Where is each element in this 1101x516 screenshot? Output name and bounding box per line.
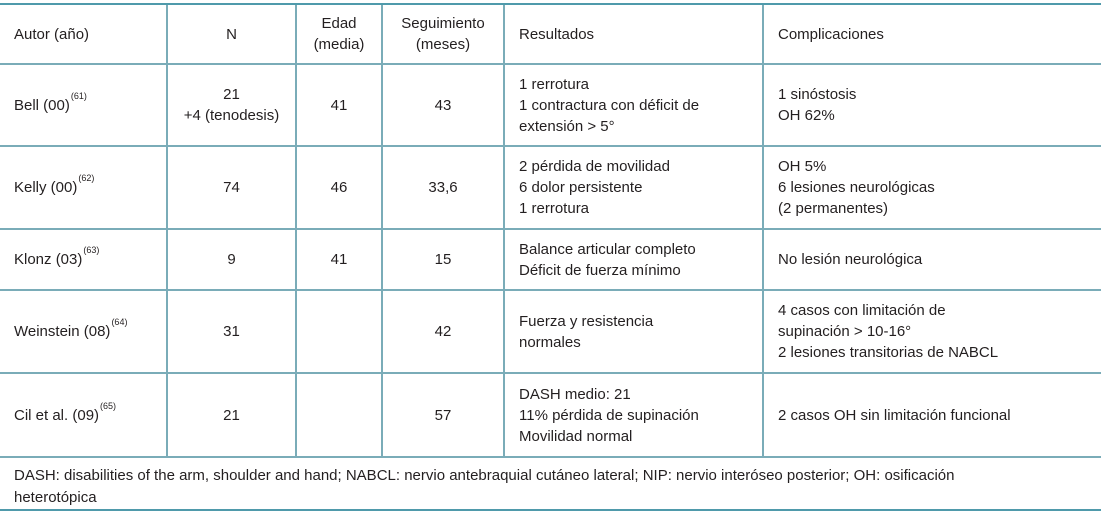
header-n: N bbox=[166, 5, 295, 65]
author-name: Kelly (00) bbox=[14, 179, 78, 196]
age-value: 41 bbox=[330, 96, 348, 114]
citation-ref: (62) bbox=[78, 173, 95, 183]
complications-value: 2 casos OH sin limitación funcional bbox=[778, 406, 1011, 424]
table-row-cil-n: 21 bbox=[166, 374, 295, 458]
header-author-label: Autor (año) bbox=[14, 25, 90, 43]
studies-table: Autor (año) N Edad (media) Seguimiento (… bbox=[0, 3, 1101, 511]
studies-table-grid: Autor (año) N Edad (media) Seguimiento (… bbox=[0, 5, 1101, 458]
table-row-cil-results: DASH medio: 21 11% pérdida de supinación… bbox=[503, 374, 762, 458]
n-value: 21 bbox=[223, 406, 240, 424]
header-followup: Seguimiento (meses) bbox=[381, 5, 503, 65]
author-name: Bell (00) bbox=[14, 96, 70, 114]
n-value: 21 +4 (tenodesis) bbox=[183, 86, 280, 124]
table-row-cil-complications: 2 casos OH sin limitación funcional bbox=[762, 374, 1101, 458]
table-row-klonz-n: 9 bbox=[166, 230, 295, 291]
complications-value: No lesión neurológica bbox=[778, 251, 923, 268]
table-row-bell-complications: 1 sinóstosis OH 62% bbox=[762, 65, 1101, 147]
table-row-weinstein-complications: 4 casos con limitación de supinación > 1… bbox=[762, 291, 1101, 374]
author-name: Weinstein (08) bbox=[14, 323, 111, 340]
header-age: Edad (media) bbox=[295, 5, 381, 65]
table-row-klonz-complications: No lesión neurológica bbox=[762, 230, 1101, 291]
table-row-kelly-author: Kelly (00)(62) bbox=[0, 147, 166, 230]
followup-value: 15 bbox=[434, 251, 452, 268]
table-row-klonz-results: Balance articular completo Déficit de fu… bbox=[503, 230, 762, 291]
citation-ref: (65) bbox=[100, 400, 117, 411]
n-value: 74 bbox=[223, 179, 240, 196]
age-value: 41 bbox=[330, 251, 348, 268]
author-name: Cil et al. (09) bbox=[14, 406, 100, 424]
header-age-label: Edad (media) bbox=[313, 15, 365, 53]
header-author: Autor (año) bbox=[0, 5, 166, 65]
table-row-weinstein-author: Weinstein (08)(64) bbox=[0, 291, 166, 374]
table-row-kelly-age: 46 bbox=[295, 147, 381, 230]
header-followup-label: Seguimiento (meses) bbox=[401, 15, 485, 53]
results-value: 2 pérdida de movilidad 6 dolor persisten… bbox=[519, 158, 670, 217]
author-text: Bell (00)(61) bbox=[14, 91, 87, 116]
n-value: 9 bbox=[227, 251, 236, 268]
table-row-bell-n: 21 +4 (tenodesis) bbox=[166, 65, 295, 147]
followup-value: 33,6 bbox=[428, 179, 458, 196]
table-row-cil-followup: 57 bbox=[381, 374, 503, 458]
table-row-cil-author: Cil et al. (09)(65) bbox=[0, 374, 166, 458]
table-row-weinstein-results: Fuerza y resistencia normales bbox=[503, 291, 762, 374]
author-text: Kelly (00)(62) bbox=[14, 174, 94, 198]
table-row-bell-age: 41 bbox=[295, 65, 381, 147]
followup-value: 43 bbox=[434, 96, 452, 114]
n-value: 31 bbox=[223, 323, 240, 340]
header-results: Resultados bbox=[503, 5, 762, 65]
table-row-kelly-n: 74 bbox=[166, 147, 295, 230]
author-text: Cil et al. (09)(65) bbox=[14, 401, 116, 426]
complications-value: 4 casos con limitación de supinación > 1… bbox=[778, 302, 999, 361]
results-value: Balance articular completo Déficit de fu… bbox=[519, 240, 696, 279]
author-text: Klonz (03)(63) bbox=[14, 246, 99, 270]
table-row-weinstein-n: 31 bbox=[166, 291, 295, 374]
author-text: Weinstein (08)(64) bbox=[14, 318, 127, 342]
followup-value: 42 bbox=[434, 323, 452, 340]
citation-ref: (63) bbox=[83, 245, 100, 255]
table-row-klonz-author: Klonz (03)(63) bbox=[0, 230, 166, 291]
table-row-weinstein-age bbox=[295, 291, 381, 374]
complications-value: OH 5% 6 lesiones neurológicas (2 permane… bbox=[778, 158, 935, 217]
results-value: DASH medio: 21 11% pérdida de supinación… bbox=[519, 385, 699, 445]
table-row-kelly-results: 2 pérdida de movilidad 6 dolor persisten… bbox=[503, 147, 762, 230]
complications-value: 1 sinóstosis OH 62% bbox=[778, 86, 857, 124]
results-value: Fuerza y resistencia normales bbox=[519, 312, 654, 351]
header-complications-label: Complicaciones bbox=[778, 25, 884, 43]
table-footnote: DASH: disabilities of the arm, shoulder … bbox=[0, 458, 1101, 511]
table-row-bell-results: 1 rerrotura 1 contractura con déficit de… bbox=[503, 65, 762, 147]
author-name: Klonz (03) bbox=[14, 251, 83, 268]
table-row-weinstein-followup: 42 bbox=[381, 291, 503, 374]
results-value: 1 rerrotura 1 contractura con déficit de… bbox=[519, 75, 700, 135]
header-complications: Complicaciones bbox=[762, 5, 1101, 65]
citation-ref: (64) bbox=[111, 317, 128, 327]
header-n-label: N bbox=[226, 25, 237, 43]
table-row-klonz-age: 41 bbox=[295, 230, 381, 291]
followup-value: 57 bbox=[434, 406, 452, 424]
table-row-cil-age bbox=[295, 374, 381, 458]
table-row-kelly-followup: 33,6 bbox=[381, 147, 503, 230]
table-row-bell-author: Bell (00)(61) bbox=[0, 65, 166, 147]
citation-ref: (61) bbox=[70, 90, 87, 101]
header-results-label: Resultados bbox=[519, 25, 595, 43]
table-row-kelly-complications: OH 5% 6 lesiones neurológicas (2 permane… bbox=[762, 147, 1101, 230]
age-value: 46 bbox=[330, 179, 348, 196]
table-row-klonz-followup: 15 bbox=[381, 230, 503, 291]
table-row-bell-followup: 43 bbox=[381, 65, 503, 147]
